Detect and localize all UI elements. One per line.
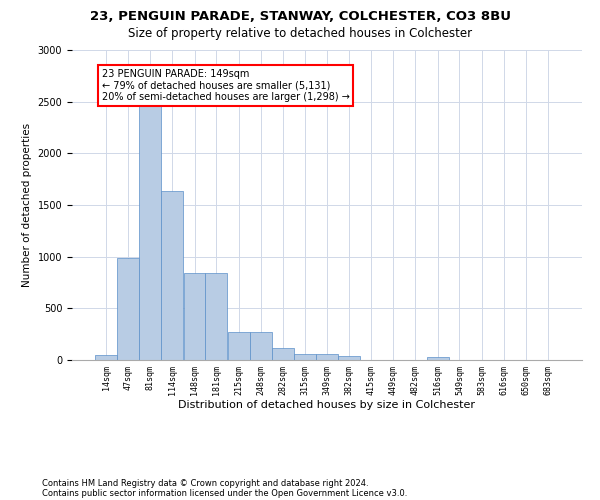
Bar: [272, 348, 294, 360]
Bar: [161, 190, 183, 360]
Bar: [316, 354, 338, 360]
Bar: [294, 354, 316, 360]
Bar: [117, 258, 139, 360]
Text: 23 PENGUIN PARADE: 149sqm
← 79% of detached houses are smaller (5,131)
20% of se: 23 PENGUIN PARADE: 149sqm ← 79% of detac…: [102, 68, 350, 102]
Bar: [228, 332, 250, 360]
Bar: [250, 332, 272, 360]
Text: Contains HM Land Registry data © Crown copyright and database right 2024.: Contains HM Land Registry data © Crown c…: [42, 478, 368, 488]
Text: 23, PENGUIN PARADE, STANWAY, COLCHESTER, CO3 8BU: 23, PENGUIN PARADE, STANWAY, COLCHESTER,…: [89, 10, 511, 23]
Y-axis label: Number of detached properties: Number of detached properties: [22, 123, 32, 287]
Text: Size of property relative to detached houses in Colchester: Size of property relative to detached ho…: [128, 28, 472, 40]
Text: Contains public sector information licensed under the Open Government Licence v3: Contains public sector information licen…: [42, 488, 407, 498]
X-axis label: Distribution of detached houses by size in Colchester: Distribution of detached houses by size …: [179, 400, 476, 410]
Bar: [139, 105, 161, 360]
Bar: [427, 358, 449, 360]
Bar: [184, 273, 205, 360]
Bar: [338, 356, 360, 360]
Bar: [205, 273, 227, 360]
Bar: [95, 355, 117, 360]
